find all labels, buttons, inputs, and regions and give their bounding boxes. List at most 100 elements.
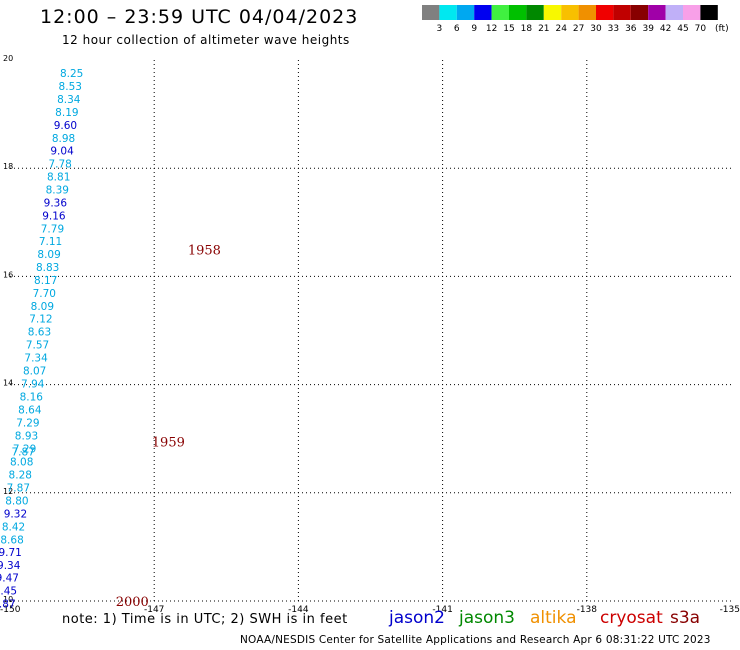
legend-swatch bbox=[596, 5, 614, 20]
footer-note: note: 1) Time is in UTC; 2) SWH is in fe… bbox=[62, 612, 348, 627]
swh-value: 7.94 bbox=[21, 379, 45, 391]
y-tick-label: 18 bbox=[3, 162, 13, 171]
swh-value: 8.80 bbox=[5, 495, 28, 507]
legend-label: 24 bbox=[555, 24, 567, 34]
swh-value: 9.47 bbox=[0, 573, 19, 585]
satellite-label: cryosat bbox=[600, 608, 663, 628]
legend-swatch bbox=[578, 5, 596, 20]
swh-value: 7.70 bbox=[33, 288, 56, 300]
swh-value: 7.12 bbox=[29, 314, 52, 326]
swh-value: 8.08 bbox=[10, 456, 33, 468]
legend-swatch bbox=[491, 5, 509, 20]
swh-value: 8.34 bbox=[57, 94, 81, 106]
legend-label: 27 bbox=[573, 24, 584, 34]
swh-value: 7.57 bbox=[26, 340, 49, 352]
legend-swatch bbox=[700, 5, 718, 20]
y-tick-label: 10 bbox=[3, 595, 13, 604]
swh-value: 9.36 bbox=[44, 197, 68, 209]
legend-label: 12 bbox=[486, 24, 497, 34]
x-tick-label: -141 bbox=[432, 605, 452, 615]
legend-label: 3 bbox=[437, 24, 443, 34]
page-title: 12:00 – 23:59 UTC 04/04/2023 bbox=[40, 6, 359, 28]
swh-value: 8.28 bbox=[9, 469, 32, 481]
color-legend: 3 6 9 12 15 18 21 24 27 30 33 36 39 42 45 70 (ft) bbox=[422, 5, 729, 34]
swh-value: 8.98 bbox=[52, 133, 75, 145]
swh-value: 8.81 bbox=[47, 171, 70, 183]
swh-value: 8.63 bbox=[28, 327, 51, 339]
swh-value: 7.34 bbox=[24, 353, 48, 365]
legend-label: 21 bbox=[538, 24, 549, 34]
swh-value: 8.09 bbox=[37, 249, 60, 261]
legend-label: 9 bbox=[471, 24, 477, 34]
swh-value: 9.32 bbox=[4, 508, 27, 520]
legend-swatch bbox=[683, 5, 701, 20]
legend-label: 6 bbox=[454, 24, 460, 34]
swh-value: 9.87 bbox=[0, 599, 16, 611]
legend-label: 15 bbox=[503, 24, 514, 34]
swh-value: 8.17 bbox=[34, 275, 57, 287]
legend-unit: (ft) bbox=[715, 24, 729, 34]
legend-swatch bbox=[474, 5, 492, 20]
time-label: 1959 bbox=[152, 435, 185, 450]
swh-value: 7.29 bbox=[16, 417, 39, 429]
legend-label: 70 bbox=[695, 24, 707, 34]
legend-swatch bbox=[648, 5, 666, 20]
legend-label: 42 bbox=[660, 24, 671, 34]
legend-swatch bbox=[561, 5, 579, 20]
swh-value: 8.07 bbox=[23, 366, 46, 378]
legend-label: 18 bbox=[521, 24, 533, 34]
time-label: 1958 bbox=[188, 243, 221, 258]
swh-value: 8.83 bbox=[36, 262, 59, 274]
legend-swatch bbox=[630, 5, 649, 20]
footer-credit: NOAA/NESDIS Center for Satellite Applica… bbox=[240, 634, 711, 646]
swh-value: 8.39 bbox=[46, 184, 69, 196]
legend-label: 30 bbox=[590, 24, 602, 34]
swh-value: 8.19 bbox=[55, 107, 78, 119]
swh-values: 8.258.538.348.199.608.989.047.788.818.39… bbox=[0, 68, 83, 611]
swh-value: 8.53 bbox=[59, 81, 82, 93]
satellite-label: altika bbox=[530, 608, 577, 628]
legend-label: 45 bbox=[677, 24, 688, 34]
y-axis-ticks: 10 12 14 16 18 20 bbox=[3, 54, 13, 604]
swh-value: 7.11 bbox=[39, 236, 62, 248]
swh-value: 8.64 bbox=[18, 404, 42, 416]
chart-grid bbox=[10, 60, 731, 602]
swh-value: 9.16 bbox=[42, 210, 66, 222]
legend-label: 39 bbox=[642, 24, 654, 34]
swh-value: 7.79 bbox=[41, 223, 64, 235]
legend-label: 36 bbox=[625, 24, 637, 34]
swh-value: 7.87 bbox=[7, 482, 30, 494]
time-labels: 1958 1959 2000 bbox=[116, 243, 221, 610]
swh-value: 7.87 bbox=[11, 447, 34, 459]
legend-swatch bbox=[509, 5, 527, 20]
x-tick-label: -147 bbox=[144, 605, 164, 615]
swh-value: 9.45 bbox=[0, 586, 17, 598]
x-axis-ticks: -150 -147 -144 -141 -138 -135 bbox=[0, 605, 740, 615]
y-tick-label: 12 bbox=[3, 487, 13, 496]
swh-value: 9.71 bbox=[0, 547, 22, 559]
page-subtitle: 12 hour collection of altimeter wave hei… bbox=[62, 33, 350, 47]
legend-label: 33 bbox=[608, 24, 619, 34]
swh-value: 8.68 bbox=[0, 534, 23, 546]
legend-swatch bbox=[613, 5, 631, 20]
swh-value: 9.60 bbox=[54, 120, 77, 132]
legend-swatch bbox=[456, 5, 475, 20]
swh-value: 8.16 bbox=[20, 392, 44, 404]
swh-value: 8.93 bbox=[15, 430, 38, 442]
y-tick-label: 20 bbox=[3, 54, 13, 63]
swh-value: 7.78 bbox=[48, 158, 71, 170]
legend-swatch bbox=[526, 5, 544, 20]
satellite-label: jason2 bbox=[389, 608, 445, 628]
y-tick-label: 14 bbox=[3, 379, 13, 388]
x-tick-label: -144 bbox=[288, 605, 309, 615]
swh-value: 8.42 bbox=[2, 521, 25, 533]
swh-value: 8.09 bbox=[31, 301, 54, 313]
legend-swatch bbox=[543, 5, 562, 20]
swh-value: 8.25 bbox=[60, 68, 83, 80]
x-tick-label: -150 bbox=[0, 605, 21, 615]
time-label: 2000 bbox=[116, 595, 149, 610]
y-tick-label: 16 bbox=[3, 270, 13, 279]
satellite-label: jason3 bbox=[459, 608, 515, 628]
swh-value: 9.04 bbox=[50, 145, 74, 157]
